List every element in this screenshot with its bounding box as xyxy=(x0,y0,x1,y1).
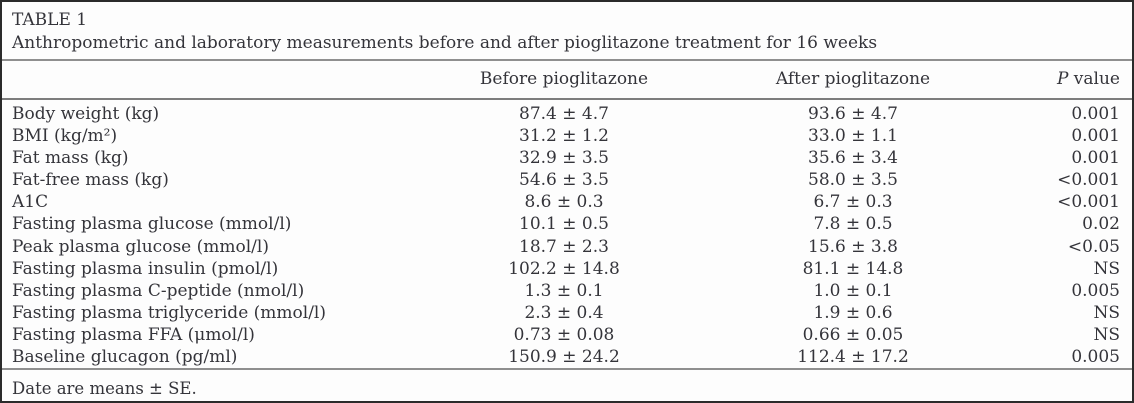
measurement-label: Fasting plasma C-peptide (nmol/l) xyxy=(12,280,305,301)
after-value: 81.1 ± 14.8 xyxy=(802,258,904,279)
before-value: 150.9 ± 24.2 xyxy=(508,347,620,368)
measurement-label: Fasting plasma glucose (mmol/l) xyxy=(12,214,292,235)
p-value: 0.001 xyxy=(1071,148,1120,169)
before-value: 18.7 ± 2.3 xyxy=(519,236,609,257)
measurement-label: Fat-free mass (kg) xyxy=(12,170,169,191)
table-header: Before pioglitazone After pioglitazone P… xyxy=(2,61,1132,99)
before-value: 10.1 ± 0.5 xyxy=(519,214,609,235)
before-value: 1.3 ± 0.1 xyxy=(524,280,604,301)
col-header-measurement xyxy=(2,61,450,99)
after-value: 15.6 ± 3.8 xyxy=(808,236,898,257)
after-value: 0.66 ± 0.05 xyxy=(802,324,904,345)
after-value: 1.0 ± 0.1 xyxy=(813,280,893,301)
measurement-label: BMI (kg/m²) xyxy=(12,126,118,147)
table-row: Fasting plasma glucose (mmol/l) 10.1 ± 0… xyxy=(2,213,1132,235)
header-row: Before pioglitazone After pioglitazone P… xyxy=(2,61,1132,99)
p-value-word: value xyxy=(1068,69,1120,89)
before-value: 2.3 ± 0.4 xyxy=(524,302,604,323)
p-value: 0.001 xyxy=(1071,104,1120,124)
after-value: 6.7 ± 0.3 xyxy=(813,192,893,213)
table-row: A1C 8.6 ± 0.3 6.7 ± 0.3 <0.001 xyxy=(2,191,1132,213)
measurement-label: Fat mass (kg) xyxy=(12,148,129,169)
table-caption: Anthropometric and laboratory measuremen… xyxy=(12,33,878,53)
after-value: 35.6 ± 3.4 xyxy=(808,148,898,169)
table-row: Fat-free mass (kg) 54.6 ± 3.5 58.0 ± 3.5… xyxy=(2,169,1132,191)
measurement-label: Fasting plasma insulin (pmol/l) xyxy=(12,258,279,279)
table-number: TABLE 1 xyxy=(12,10,88,30)
p-value: 0.005 xyxy=(1071,347,1120,368)
p-value: <0.001 xyxy=(1057,170,1120,191)
table-row: Body weight (kg) 87.4 ± 4.7 93.6 ± 4.7 0… xyxy=(2,99,1132,125)
before-value: 8.6 ± 0.3 xyxy=(524,192,604,213)
p-value: <0.05 xyxy=(1067,236,1120,257)
measurement-label: Fasting plasma FFA (μmol/l) xyxy=(12,324,255,345)
measurement-label: Peak plasma glucose (mmol/l) xyxy=(12,236,269,257)
after-value: 93.6 ± 4.7 xyxy=(808,104,898,124)
table-footnote: Date are means ± SE. xyxy=(12,379,197,399)
p-value: <0.001 xyxy=(1057,192,1120,213)
col-header-after: After pioglitazone xyxy=(775,69,931,89)
table-row: Fasting plasma FFA (μmol/l) 0.73 ± 0.08 … xyxy=(2,324,1132,346)
measurement-label: Baseline glucagon (pg/ml) xyxy=(12,347,238,368)
table-row: Fasting plasma triglyceride (mmol/l) 2.3… xyxy=(2,302,1132,324)
after-value: 1.9 ± 0.6 xyxy=(813,302,893,323)
table-row: Fat mass (kg) 32.9 ± 3.5 35.6 ± 3.4 0.00… xyxy=(2,147,1132,169)
measurements-table: Before pioglitazone After pioglitazone P… xyxy=(2,61,1132,371)
before-value: 0.73 ± 0.08 xyxy=(513,324,615,345)
table-body: Body weight (kg) 87.4 ± 4.7 93.6 ± 4.7 0… xyxy=(2,99,1132,369)
col-header-pvalue: P value xyxy=(1028,61,1132,99)
table-row: Fasting plasma C-peptide (nmol/l) 1.3 ± … xyxy=(2,280,1132,302)
measurement-label: A1C xyxy=(12,192,49,213)
before-value: 87.4 ± 4.7 xyxy=(519,104,609,124)
p-value: 0.005 xyxy=(1071,280,1120,301)
col-header-before: Before pioglitazone xyxy=(479,69,649,89)
p-value: NS xyxy=(1093,302,1120,323)
after-value: 58.0 ± 3.5 xyxy=(808,170,898,191)
p-symbol: P xyxy=(1056,69,1069,89)
before-value: 31.2 ± 1.2 xyxy=(519,126,609,147)
measurement-label: Fasting plasma triglyceride (mmol/l) xyxy=(12,302,326,323)
after-value: 7.8 ± 0.5 xyxy=(813,214,893,235)
p-value: 0.02 xyxy=(1082,214,1120,235)
before-value: 32.9 ± 3.5 xyxy=(519,148,609,169)
table-row: Fasting plasma insulin (pmol/l) 102.2 ± … xyxy=(2,258,1132,280)
table-caption-block: TABLE 1 Anthropometric and laboratory me… xyxy=(2,2,1132,61)
after-value: 112.4 ± 17.2 xyxy=(797,347,909,368)
before-value: 102.2 ± 14.8 xyxy=(508,258,620,279)
before-value: 54.6 ± 3.5 xyxy=(519,170,609,191)
after-value: 33.0 ± 1.1 xyxy=(808,126,898,147)
p-value: NS xyxy=(1093,324,1120,345)
table-row: Baseline glucagon (pg/ml) 150.9 ± 24.2 1… xyxy=(2,346,1132,369)
p-value: 0.001 xyxy=(1071,126,1120,147)
measurement-label: Body weight (kg) xyxy=(12,104,160,124)
p-value: NS xyxy=(1093,258,1120,279)
table-row: Peak plasma glucose (mmol/l) 18.7 ± 2.3 … xyxy=(2,236,1132,258)
table-row: BMI (kg/m²) 31.2 ± 1.2 33.0 ± 1.1 0.001 xyxy=(2,125,1132,147)
